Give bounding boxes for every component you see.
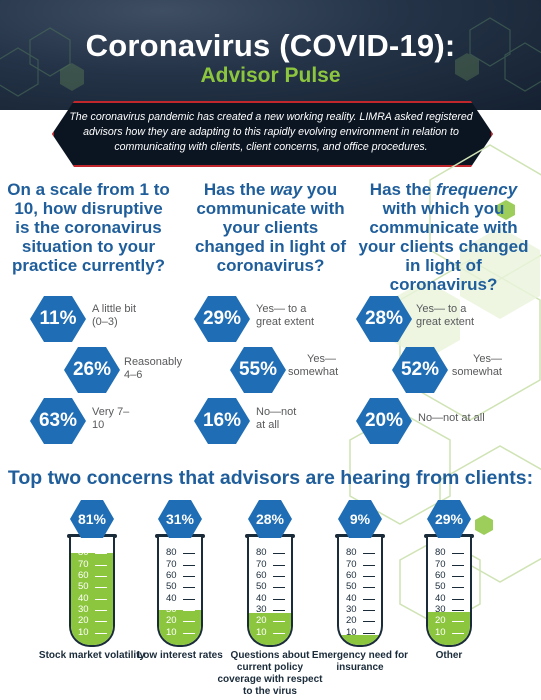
- tick-label: 60: [339, 571, 381, 582]
- answer-q2-no: No—not at all: [256, 406, 297, 431]
- tick-label: 40: [249, 593, 291, 605]
- test-tube-bar: 10 20 30 40 50 60 70 80: [157, 537, 203, 647]
- test-tube-bar: 10 20 30 40 50 60 70 80: [426, 537, 472, 647]
- tick-label: 10: [159, 627, 201, 639]
- category-label: Low interest rates: [137, 650, 223, 661]
- category-label: Stock market volatility: [38, 650, 146, 661]
- answer-q2-great: Yes— to a great extent: [256, 303, 315, 328]
- tick-label: 50: [339, 582, 381, 593]
- tick-label: 20: [339, 616, 381, 627]
- question-disruption: On a scale from 1 to 10, how disruptive …: [7, 180, 170, 275]
- category-label: Questions about current policy coverage …: [217, 650, 323, 697]
- question-way-post: you communicate with your clients change…: [194, 180, 347, 275]
- tick-label: 60: [71, 571, 113, 582]
- test-tube-bar: 10 20 30 40 50 60 70 80: [69, 537, 115, 647]
- tick-label: 10: [249, 627, 291, 639]
- pct-badge-q1-low: 11%: [30, 296, 86, 342]
- answer-q1-low: A little bit (0–3): [92, 303, 137, 328]
- answer-q3-great: Yes— to a great extent: [416, 303, 475, 328]
- tick-label: 40: [339, 593, 381, 605]
- tick-label: 80: [249, 548, 291, 559]
- tick-label: 30: [159, 605, 201, 616]
- tick-label: 50: [159, 582, 201, 593]
- question-frequency-pre: Has the: [369, 180, 436, 199]
- tick-label: 10: [339, 627, 381, 639]
- tick-label: 20: [159, 616, 201, 627]
- tick-label: 30: [249, 605, 291, 616]
- tick-label: 60: [428, 571, 470, 582]
- value-badge: 29%: [427, 500, 471, 538]
- bar-fill: [339, 634, 381, 645]
- tick-label: 20: [249, 616, 291, 627]
- tick-label: 70: [339, 559, 381, 571]
- tick-label: 80: [159, 548, 201, 559]
- tick-label: 50: [428, 582, 470, 593]
- pct-badge-q1-mid: 26%: [64, 347, 120, 393]
- tick-label: 50: [71, 582, 113, 593]
- pct-badge-q3-great: 28%: [356, 296, 412, 342]
- tick-label: 70: [249, 559, 291, 571]
- tick-label: 30: [71, 605, 113, 616]
- tick-label: 20: [428, 616, 470, 627]
- concerns-title: Top two concerns that advisors are heari…: [7, 467, 534, 489]
- question-frequency: Has the frequency with which you communi…: [356, 180, 531, 294]
- intro-text: The coronavirus pandemic has created a n…: [69, 111, 473, 153]
- answer-q1-high: Very 7–10: [92, 406, 130, 431]
- bar-fill: [428, 612, 470, 645]
- tick-label: 60: [249, 571, 291, 582]
- pct-badge-q1-high: 63%: [30, 398, 86, 444]
- tick-label: 60: [159, 571, 201, 582]
- tick-label: 40: [71, 593, 113, 605]
- question-way-emphasis: way: [270, 180, 303, 199]
- tick-label: 20: [71, 616, 113, 627]
- pct-badge-q3-no: 20%: [356, 398, 412, 444]
- question-way: Has the way you communicate with your cl…: [188, 180, 353, 275]
- pct-badge-q2-no: 16%: [194, 398, 250, 444]
- value-badge: 9%: [338, 500, 382, 538]
- tick-label: 80: [71, 548, 113, 559]
- tick-label: 30: [428, 605, 470, 616]
- value-badge: 81%: [70, 500, 114, 538]
- page-title: Coronavirus (COVID-19):: [85, 28, 456, 63]
- answer-q3-no: No—not at all: [418, 412, 485, 424]
- pct-badge-q2-great: 29%: [194, 296, 250, 342]
- value-badge: 31%: [158, 500, 202, 538]
- pct-badge-q3-somewhat: 52%: [392, 347, 448, 393]
- tick-label: 50: [249, 582, 291, 593]
- tick-label: 40: [159, 593, 201, 605]
- tick-label: 70: [428, 559, 470, 571]
- tick-label: 10: [71, 627, 113, 639]
- intro-banner: [52, 101, 493, 167]
- pct-badge-q2-somewhat: 55%: [230, 347, 286, 393]
- question-frequency-emphasis: frequency: [435, 180, 518, 199]
- header-hexagon-decor: [0, 17, 541, 97]
- tick-label: 10: [428, 627, 470, 639]
- answer-q3-somewhat: Yes— somewhat: [451, 353, 502, 378]
- category-label: Emergency need for insurance: [311, 650, 409, 673]
- page-subtitle: Advisor Pulse: [200, 64, 341, 87]
- tick-label: 40: [428, 593, 470, 605]
- category-label: Other: [435, 650, 463, 661]
- bar-fill: [249, 613, 291, 645]
- test-tube-bar: 10 20 30 40 50 60 70 80: [247, 537, 293, 647]
- tick-label: 30: [339, 605, 381, 616]
- answer-q2-somewhat: Yes— somewhat: [288, 353, 339, 378]
- tick-label: 70: [159, 559, 201, 571]
- value-badge: 28%: [248, 500, 292, 538]
- test-tube-bar: 10 20 30 40 50 60 70 80: [337, 537, 383, 647]
- tick-label: 80: [339, 548, 381, 559]
- tick-label: 70: [71, 559, 113, 571]
- question-way-pre: Has the: [203, 180, 271, 199]
- question-frequency-post: with which you communicate with your cli…: [358, 199, 529, 294]
- bar-fill: [159, 609, 201, 645]
- tick-label: 80: [428, 548, 470, 559]
- answer-q1-mid: Reasonably 4–6: [124, 356, 183, 381]
- header-banner: Coronavirus (COVID-19): Advisor Pulse: [0, 0, 541, 110]
